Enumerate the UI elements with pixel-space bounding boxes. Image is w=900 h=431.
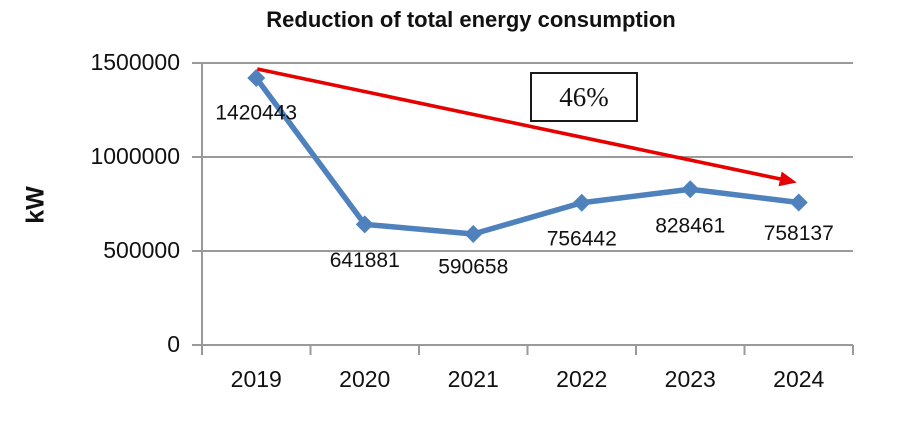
y-tick-label: 500000 — [103, 237, 180, 263]
data-point-marker — [464, 224, 483, 243]
y-tick-label: 0 — [167, 331, 180, 357]
data-point-marker — [355, 215, 374, 234]
trend-arrow-head — [778, 171, 797, 187]
data-point-label: 641881 — [330, 249, 400, 272]
data-point-label: 1420443 — [215, 101, 297, 124]
y-tick-label: 1000000 — [90, 143, 180, 169]
percent-annotation-box: 46% — [530, 72, 638, 122]
y-tick-label: 1500000 — [90, 49, 180, 75]
data-point-label: 758137 — [764, 222, 834, 245]
chart-title: Reduction of total energy consumption — [266, 7, 676, 32]
data-point-marker — [247, 68, 266, 87]
x-tick-label: 2022 — [556, 366, 607, 392]
x-tick-label: 2021 — [448, 366, 499, 392]
x-tick-label: 2024 — [773, 366, 824, 392]
data-point-label: 590658 — [438, 255, 508, 278]
percent-annotation-text: 46% — [559, 81, 609, 112]
x-tick-label: 2023 — [665, 366, 716, 392]
data-point-marker — [572, 193, 591, 212]
trend-arrow — [256, 67, 790, 183]
series-line — [253, 75, 802, 237]
data-point-marker — [681, 180, 700, 199]
data-point-marker — [789, 193, 808, 212]
x-tick-label: 2020 — [339, 366, 390, 392]
x-tick-label: 2019 — [231, 366, 282, 392]
data-point-label: 756442 — [547, 227, 617, 250]
data-point-label: 828461 — [655, 215, 725, 238]
